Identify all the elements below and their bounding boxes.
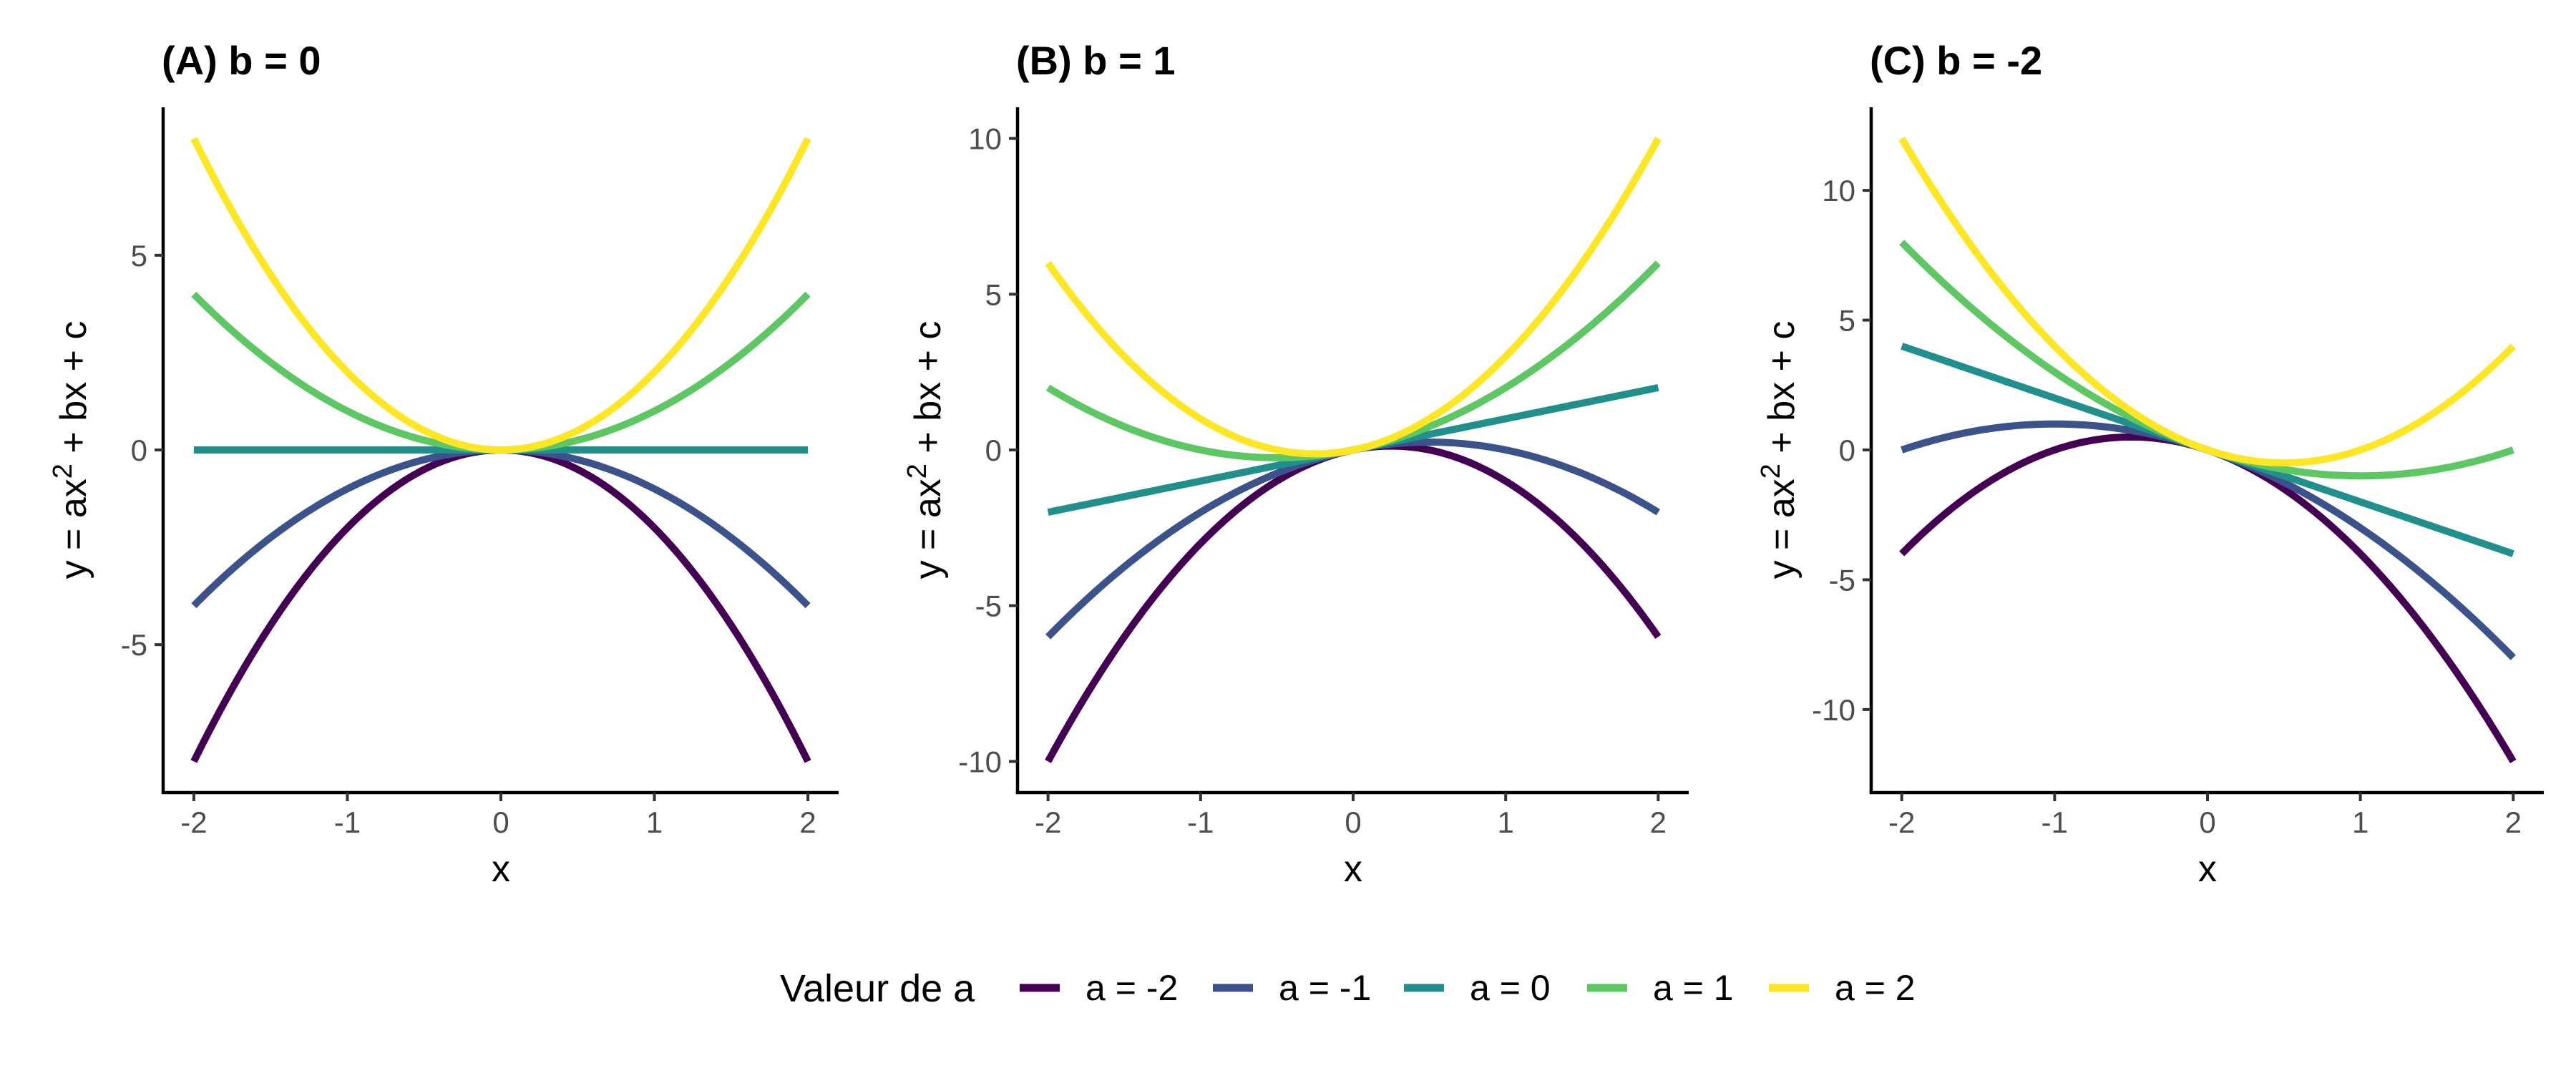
series-line-a-2	[1899, 433, 2517, 763]
series-group	[190, 137, 811, 763]
y-tick-label: 10	[968, 122, 1002, 156]
y-tick-label: -10	[1812, 693, 1855, 727]
x-tick-label: 2	[799, 805, 816, 839]
x-tick-label: 2	[1650, 805, 1667, 839]
x-tick-label: 1	[646, 805, 663, 839]
series-line-a2	[190, 137, 811, 454]
legend-item: a = -2	[1020, 968, 1178, 1008]
x-tick-label: -1	[2041, 805, 2068, 839]
y-tick-label: 0	[1839, 433, 1855, 467]
x-tick-label: -1	[334, 805, 361, 839]
series-group	[1898, 137, 2517, 763]
y-axis-title: y = ax2 + bx + c	[902, 321, 949, 579]
legend-item: a = 0	[1404, 968, 1551, 1008]
series-line-a2	[1045, 137, 1662, 458]
legend-label: a = 1	[1653, 968, 1734, 1008]
y-tick-label: -10	[958, 745, 1002, 778]
x-tick-label: -2	[1888, 805, 1915, 839]
y-tick-label: 0	[131, 433, 147, 467]
y-tick-label: -5	[1829, 563, 1855, 597]
legend-label: a = -1	[1279, 968, 1371, 1008]
legend-label: a = -2	[1085, 968, 1178, 1008]
y-axis-title: y = ax2 + bx + c	[48, 321, 94, 579]
series-line-a-1	[1045, 438, 1660, 640]
series-line-a-2	[190, 446, 811, 763]
panel-title: (C) b = -2	[1870, 38, 2042, 83]
y-tick-label: 5	[131, 239, 147, 273]
series-line-a1	[1046, 260, 1661, 461]
x-tick-label: -2	[1035, 805, 1061, 839]
y-axis-title-sup: 2	[1756, 464, 1786, 479]
x-axis-title: x	[1344, 848, 1362, 890]
x-tick-label: 0	[2199, 805, 2215, 839]
legend-label: a = 2	[1835, 968, 1916, 1008]
panel-title: (A) b = 0	[162, 38, 321, 83]
y-tick-label: 5	[1839, 304, 1855, 338]
series-line-a-1	[191, 446, 811, 609]
y-axis-title-prefix: y = ax	[907, 479, 949, 579]
x-tick-label: 0	[1345, 805, 1361, 839]
y-axis-title-suffix: + bx + c	[1761, 321, 1802, 464]
legend-label: a = 0	[1470, 968, 1551, 1008]
y-axis-title-prefix: y = ax	[1761, 479, 1802, 579]
y-axis-title-sup: 2	[48, 464, 78, 479]
x-tick-label: -2	[180, 805, 207, 839]
x-tick-label: -1	[1187, 805, 1214, 839]
y-axis-title-sup: 2	[902, 464, 932, 479]
x-axis-title: x	[492, 848, 510, 890]
y-tick-label: 10	[1822, 174, 1855, 207]
y-axis-title-suffix: + bx + c	[53, 321, 94, 464]
legend-title: Valeur de a	[780, 967, 975, 1010]
x-tick-label: 1	[2352, 805, 2368, 839]
y-tick-label: -5	[121, 628, 147, 662]
legend-item: a = -1	[1213, 968, 1371, 1008]
y-tick-label: -5	[975, 589, 1002, 623]
x-tick-label: 1	[1498, 805, 1514, 839]
legend-item: a = 1	[1587, 968, 1734, 1008]
panel-title: (B) b = 1	[1016, 38, 1175, 83]
series-line-a1	[191, 291, 811, 454]
x-axis-title: x	[2198, 848, 2217, 890]
legend-items: a = -2 a = -1 a = 0 a = 1 a = 2	[1020, 968, 1916, 1008]
legend-item: a = 2	[1769, 968, 1916, 1008]
series-line-a2	[1898, 137, 2516, 467]
x-tick-label: 2	[2505, 805, 2522, 839]
x-tick-label: 0	[492, 805, 509, 839]
series-group	[1045, 137, 1662, 763]
y-axis-title-suffix: + bx + c	[907, 321, 949, 464]
y-tick-label: 5	[985, 278, 1002, 311]
y-tick-label: 0	[985, 433, 1002, 467]
y-axis-title: y = ax2 + bx + c	[1756, 321, 1802, 579]
legend: Valeur de a a = -2 a = -1 a = 0 a = 1 a = 2	[780, 967, 1916, 1010]
y-axis-title-prefix: y = ax	[53, 479, 94, 579]
